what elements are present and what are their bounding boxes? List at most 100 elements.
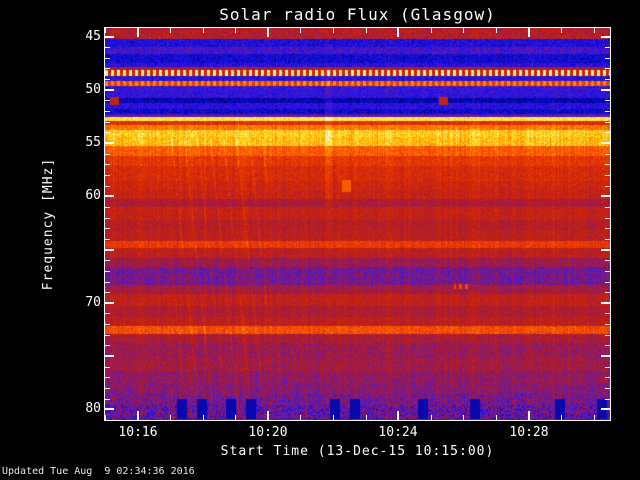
axis-tick [105,355,114,357]
axis-tick [605,239,610,240]
axis-tick [105,207,110,208]
axis-tick [601,89,610,91]
axis-tick [594,415,595,420]
axis-tick [105,132,110,133]
axis-tick [203,28,204,33]
axis-tick [105,345,110,346]
y-tick-label: 55 [85,135,101,150]
x-tick-label: 10:24 [378,425,418,440]
axis-tick [561,28,562,33]
axis-tick [561,415,562,420]
axis-tick [605,164,610,165]
axis-tick [137,411,139,420]
axis-tick [463,28,464,33]
axis-tick [605,175,610,176]
axis-tick [601,355,610,357]
axis-tick [105,335,110,336]
x-tick-label: 10:28 [509,425,549,440]
axis-tick [431,415,432,420]
axis-tick [105,175,110,176]
axis-tick [605,313,610,314]
axis-tick [605,207,610,208]
x-tick-label: 10:20 [248,425,288,440]
axis-tick [605,260,610,261]
y-tick-label: 45 [85,29,101,44]
axis-tick [605,228,610,229]
axis-tick [105,58,110,59]
axis-tick [333,28,334,33]
axis-tick [105,186,110,187]
updated-timestamp: Updated Tue Aug 9 02:34:36 2016 [2,466,195,477]
axis-tick [105,218,110,219]
axis-tick [528,28,530,37]
axis-tick [605,367,610,368]
axis-tick [601,302,610,304]
plot-frame [104,27,611,421]
axis-tick [105,89,114,91]
axis-tick [105,100,110,101]
axis-tick [366,28,367,33]
axis-tick [605,68,610,69]
axis-tick [605,335,610,336]
axis-tick [105,324,110,325]
axis-tick [105,142,114,144]
y-tick-label: 60 [85,188,101,203]
axis-tick [605,282,610,283]
axis-tick [528,411,530,420]
chart-title: Solar radio Flux (Glasgow) [219,5,496,24]
axis-tick [170,28,171,33]
axis-tick [333,415,334,420]
axis-tick [605,345,610,346]
axis-tick [105,388,110,389]
axis-tick [366,415,367,420]
axis-tick [463,415,464,420]
axis-tick [605,154,610,155]
axis-tick [605,324,610,325]
axis-tick [105,313,110,314]
axis-tick [605,122,610,123]
axis-tick [105,28,106,33]
y-tick-label: 80 [85,401,101,416]
axis-tick [105,408,114,410]
axis-tick [605,218,610,219]
axis-tick [105,282,110,283]
axis-tick [594,28,595,33]
axis-tick [105,47,110,48]
axis-tick [431,28,432,33]
axis-tick [605,111,610,112]
axis-tick [605,132,610,133]
axis-tick [235,415,236,420]
axis-tick [105,377,110,378]
axis-tick [105,68,110,69]
x-tick-label: 10:16 [118,425,158,440]
axis-tick [300,28,301,33]
axis-tick [605,292,610,293]
axis-tick [601,249,610,251]
axis-tick [267,28,269,37]
axis-tick [105,36,114,38]
axis-tick [235,28,236,33]
axis-tick [105,164,110,165]
axis-tick [105,154,110,155]
spectrogram-canvas [105,28,610,420]
axis-tick [605,377,610,378]
axis-tick [496,415,497,420]
y-axis-label: Frequency [MHz] [41,157,56,291]
axis-tick [601,142,610,144]
axis-tick [605,79,610,80]
axis-tick [105,292,110,293]
axis-tick [496,28,497,33]
axis-tick [605,47,610,48]
axis-tick [105,399,110,400]
axis-tick [105,302,114,304]
axis-tick [605,186,610,187]
axis-tick [170,415,171,420]
axis-tick [605,100,610,101]
axis-tick [105,271,110,272]
axis-tick [105,239,110,240]
axis-tick [601,408,610,410]
axis-tick [137,28,139,37]
axis-tick [605,388,610,389]
axis-tick [105,260,110,261]
